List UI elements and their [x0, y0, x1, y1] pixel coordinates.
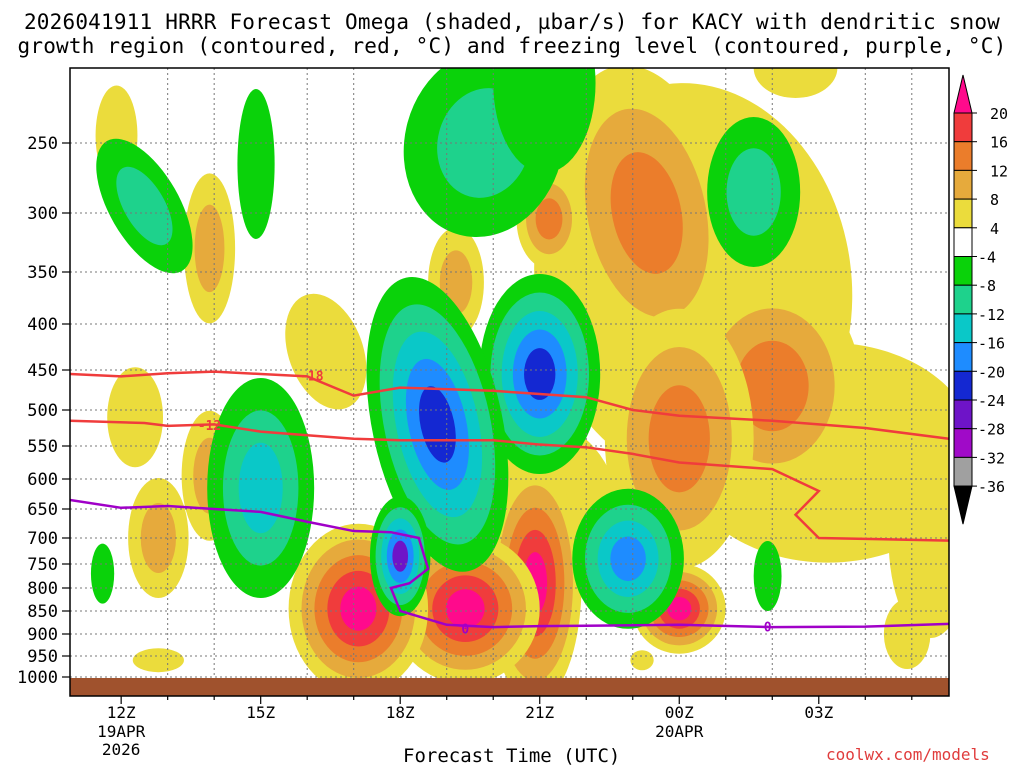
- x-tick-label-12Z: 12Z: [107, 703, 136, 722]
- omega-shade-49: [883, 599, 931, 669]
- colorbar-swatch-8: [953, 313, 973, 344]
- omega-shade-44: [140, 503, 176, 573]
- colorbar-bottom-arrow: [953, 485, 973, 525]
- omega-shade-57: [493, 68, 596, 173]
- colorbar-label-2: 12: [990, 162, 1008, 180]
- y-tick-label-400: 400: [27, 315, 58, 335]
- omega-shade-11: [648, 385, 710, 493]
- colorbar-swatch-9: [953, 342, 973, 372]
- colorbar-label-3: 8: [990, 191, 999, 209]
- colorbar-swatch-5: [953, 227, 973, 258]
- colorbar-label-4: 4: [990, 220, 999, 238]
- y-tick-label-750: 750: [27, 555, 58, 575]
- colorbar: 20 16 12 8 4 -4 -8 -12 -16 -20 -24 -28 -32 -36: [953, 74, 1008, 525]
- colorbar-swatch-13: [953, 456, 973, 487]
- contour-label-0-second: 0: [461, 622, 469, 637]
- omega-shade-35: [535, 198, 563, 240]
- contour-label-0: 0: [764, 621, 772, 636]
- x-tick-sublabel-20APR: 20APR: [655, 722, 704, 741]
- omega-shade-32: [667, 597, 692, 621]
- y-tick-label-950: 950: [27, 647, 58, 667]
- colorbar-label-5: -4: [978, 249, 996, 267]
- colorbar-label-7: -12: [978, 306, 1005, 324]
- omega-shade-81: [610, 536, 646, 582]
- contour-line-0: [70, 498, 949, 629]
- omega-shade-53: [116, 166, 173, 246]
- chart-title-line-2: growth region (contoured, red, °C) and f…: [17, 34, 1007, 58]
- omega-shade-47: [753, 68, 838, 98]
- y-tick-label-250: 250: [27, 134, 58, 154]
- colorbar-label-0: 20: [990, 105, 1008, 123]
- omega-shade-72: [238, 442, 283, 534]
- y-tick-label-550: 550: [27, 437, 58, 457]
- site-credit: coolwx.com/models: [826, 745, 990, 764]
- omega-shade-39: [194, 204, 225, 293]
- omega-shade-48: [888, 438, 949, 638]
- y-tick-label-300: 300: [27, 204, 58, 224]
- chart-title-line-1: 2026041911 HRRR Forecast Omega (shaded, …: [23, 10, 1001, 34]
- x-tick-label-03Z: 03Z: [804, 703, 833, 722]
- colorbar-label-11: -28: [978, 421, 1005, 439]
- temperature-contours: -18 -12 0 0: [70, 370, 949, 637]
- contour-label--18: -18: [300, 370, 324, 385]
- omega-shade-59: [726, 148, 781, 236]
- colorbar-label-6: -8: [978, 277, 996, 295]
- y-tick-label-800: 800: [27, 579, 58, 599]
- colorbar-swatch-4: [953, 198, 973, 229]
- y-axis: 250 300 350 400 450 500 550 600 650 700 750 800 850 9…: [17, 134, 70, 688]
- y-tick-label-700: 700: [27, 529, 58, 549]
- omega-shade-45: [285, 293, 367, 410]
- colorbar-swatch-12: [953, 428, 973, 458]
- omega-shade-77: [392, 540, 409, 572]
- colorbar-label-12: -32: [978, 449, 1005, 467]
- colorbar-swatch-10: [953, 370, 973, 401]
- omega-shade-50: [132, 648, 184, 673]
- colorbar-label-9: -20: [978, 363, 1005, 381]
- colorbar-swatch-11: [953, 399, 973, 430]
- omega-shade-40: [107, 367, 164, 468]
- omega-shade-51: [630, 650, 654, 671]
- colorbar-swatch-7: [953, 284, 973, 315]
- x-tick-label-15Z: 15Z: [246, 703, 275, 722]
- x-tick-label-18Z: 18Z: [386, 703, 415, 722]
- colorbar-label-10: -24: [978, 392, 1005, 410]
- colorbar-label-13: -36: [978, 478, 1005, 496]
- omega-shade-54: [237, 89, 275, 239]
- colorbar-swatch-3: [953, 169, 973, 200]
- y-tick-label-350: 350: [27, 263, 58, 283]
- contour-label--12: -12: [198, 419, 221, 434]
- y-tick-label-900: 900: [27, 625, 58, 645]
- y-tick-label-600: 600: [27, 470, 58, 490]
- x-tick-label-21Z: 21Z: [525, 703, 554, 722]
- x-tick-label-00Z: 00Z: [665, 703, 694, 722]
- plot-frame: [69, 67, 950, 697]
- grid-lines: [70, 68, 949, 696]
- omega-shade-22: [446, 589, 485, 629]
- omega-shading: [90, 68, 949, 696]
- colorbar-swatch-2: [953, 141, 973, 171]
- x-tick-year-2026: 2026: [102, 740, 141, 759]
- y-tick-label-1000: 1000: [17, 668, 58, 688]
- omega-shade-64: [524, 348, 556, 400]
- omega-shade-27: [340, 586, 377, 631]
- colorbar-top-arrow: [953, 74, 973, 114]
- colorbar-label-8: -16: [978, 335, 1005, 353]
- y-tick-label-450: 450: [27, 361, 58, 381]
- contour-line--18: [70, 370, 949, 441]
- colorbar-swatch-6: [953, 256, 973, 286]
- y-tick-label-650: 650: [27, 500, 58, 520]
- x-axis-label: Forecast Time (UTC): [403, 745, 621, 767]
- x-tick-sublabel-19APR: 19APR: [97, 722, 146, 741]
- omega-shade-8: [735, 340, 809, 432]
- omega-shade-82: [90, 543, 115, 604]
- y-tick-label-850: 850: [27, 602, 58, 622]
- contour-line--12: [70, 419, 949, 542]
- omega-shade-83: [753, 541, 782, 611]
- ground-strip: [70, 678, 949, 696]
- colorbar-swatch-1: [953, 112, 973, 143]
- y-tick-label-500: 500: [27, 401, 58, 421]
- colorbar-label-1: 16: [990, 134, 1008, 152]
